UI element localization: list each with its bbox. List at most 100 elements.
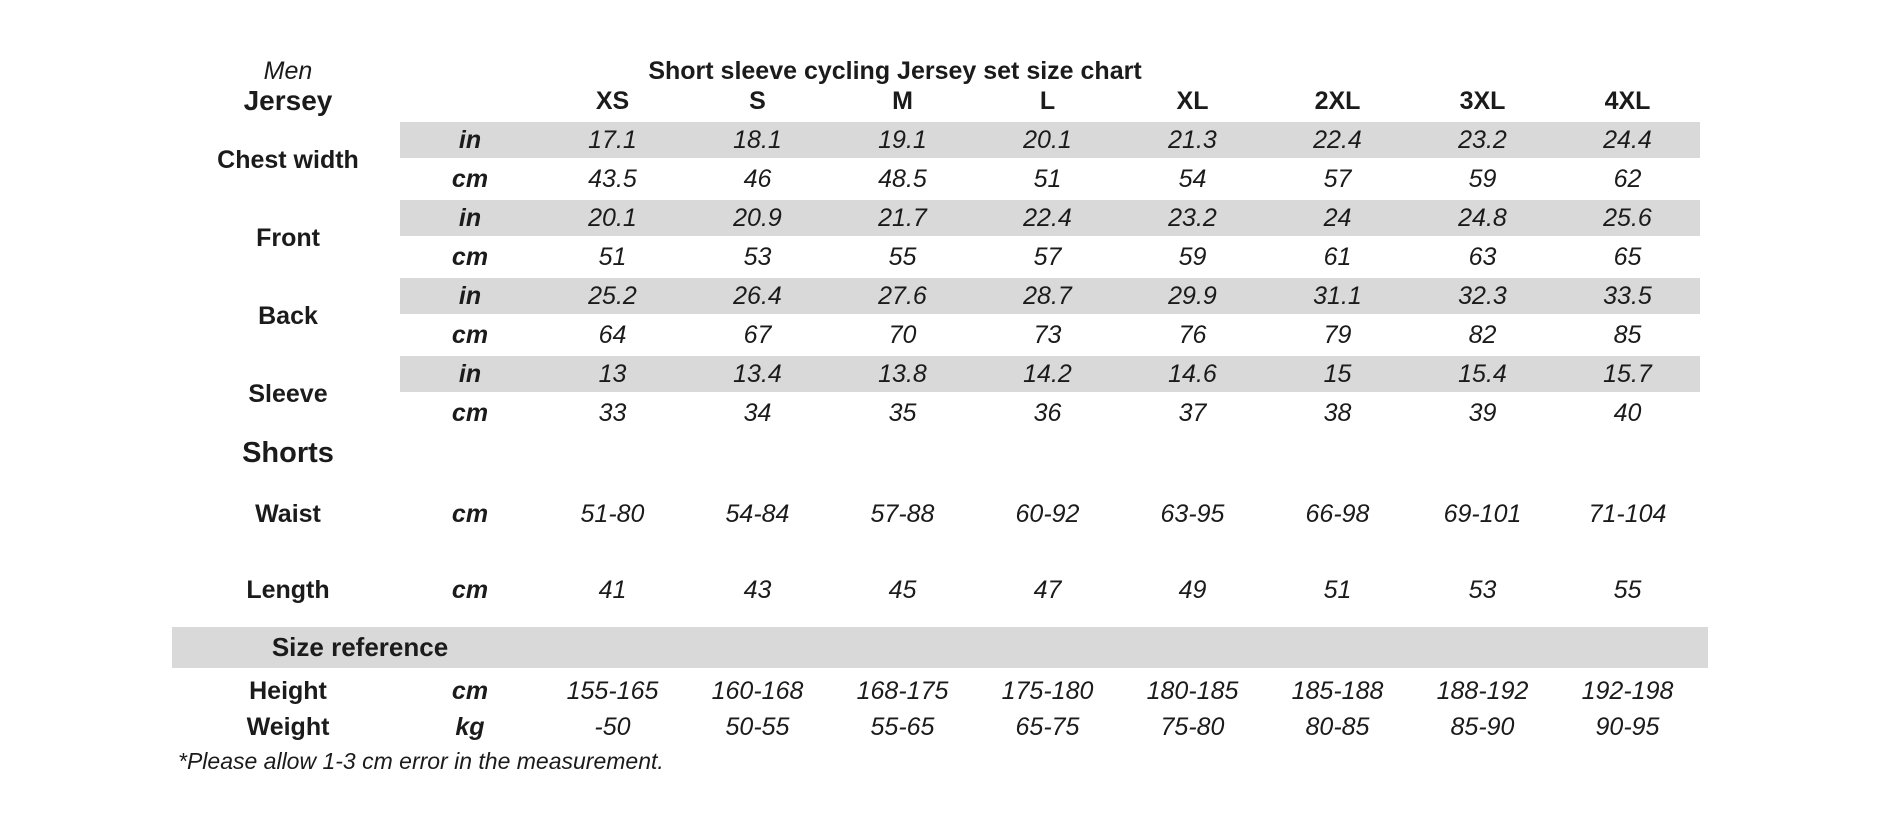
value-cell: 37 bbox=[1178, 399, 1207, 427]
table-row: in 25.2 26.4 27.6 28.7 29.9 31.1 32.3 33… bbox=[150, 277, 1700, 316]
value-cell: 24.8 bbox=[1458, 204, 1507, 232]
jersey-section-label: Jersey bbox=[243, 85, 333, 116]
value-cell: 51 bbox=[1033, 165, 1062, 193]
value-cell: 50-55 bbox=[725, 712, 790, 741]
value-cell: 185-188 bbox=[1291, 676, 1384, 705]
table-row: cm 51 53 55 57 59 61 63 65 bbox=[150, 238, 1700, 277]
value-cell: 90-95 bbox=[1595, 712, 1660, 741]
value-cell: 59 bbox=[1178, 243, 1207, 271]
value-cell: 155-165 bbox=[566, 676, 659, 705]
table-row-weight: Weight kg -50 50-55 55-65 65-75 75-80 80… bbox=[150, 708, 1700, 746]
value-cell: 85 bbox=[1613, 321, 1642, 349]
row-label: Waist bbox=[255, 499, 321, 528]
value-cell: 33.5 bbox=[1603, 282, 1652, 310]
value-cell: 53 bbox=[743, 243, 772, 271]
size-column-header: 2XL bbox=[1314, 86, 1361, 115]
value-cell: 43 bbox=[743, 575, 772, 604]
measure-label: Front bbox=[256, 223, 320, 252]
value-cell: 55 bbox=[1613, 575, 1642, 604]
row-label: Height bbox=[249, 676, 327, 705]
table-row-length: Length cm 41 43 45 47 49 51 53 55 bbox=[150, 571, 1700, 609]
row-label: Weight bbox=[246, 712, 330, 741]
unit-cell: cm bbox=[451, 499, 489, 528]
value-cell: 23.2 bbox=[1458, 126, 1507, 154]
value-cell: 71-104 bbox=[1588, 499, 1667, 528]
unit-cell: cm bbox=[451, 165, 489, 193]
unit-cell: cm bbox=[451, 676, 489, 705]
size-column-header: 3XL bbox=[1459, 86, 1506, 115]
size-reference-label: Size reference bbox=[271, 632, 449, 662]
value-cell: 15 bbox=[1323, 360, 1352, 388]
value-cell: 175-180 bbox=[1001, 676, 1094, 705]
value-cell: 66-98 bbox=[1305, 499, 1370, 528]
value-cell: 55-65 bbox=[870, 712, 935, 741]
value-cell: 45 bbox=[888, 575, 917, 604]
value-cell: 14.6 bbox=[1168, 360, 1217, 388]
value-cell: 59 bbox=[1468, 165, 1497, 193]
table-row: in 20.1 20.9 21.7 22.4 23.2 24 24.8 25.6 bbox=[150, 199, 1700, 238]
value-cell: 60-92 bbox=[1015, 499, 1080, 528]
footnote: *Please allow 1-3 cm error in the measur… bbox=[178, 748, 664, 774]
value-cell: 13.4 bbox=[733, 360, 782, 388]
value-cell: 63-95 bbox=[1160, 499, 1225, 528]
value-cell: 192-198 bbox=[1581, 676, 1674, 705]
measure-front: Front in 20.1 20.9 21.7 22.4 23.2 24 24.… bbox=[150, 199, 1700, 277]
value-cell: 61 bbox=[1323, 243, 1352, 271]
value-cell: 13 bbox=[598, 360, 627, 388]
value-cell: 67 bbox=[743, 321, 772, 349]
unit-cell: kg bbox=[455, 712, 485, 741]
size-column-header: L bbox=[1039, 86, 1056, 115]
value-cell: 85-90 bbox=[1450, 712, 1515, 741]
value-cell: 28.7 bbox=[1023, 282, 1072, 310]
value-cell: 26.4 bbox=[733, 282, 782, 310]
value-cell: 51 bbox=[598, 243, 627, 271]
value-cell: 65 bbox=[1613, 243, 1642, 271]
jersey-measurements: Chest width in 17.1 18.1 19.1 20.1 21.3 … bbox=[150, 121, 1700, 433]
measure-sleeve: Sleeve in 13 13.4 13.8 14.2 14.6 15 15.4… bbox=[150, 355, 1700, 433]
value-cell: 21.7 bbox=[878, 204, 927, 232]
table-row: in 17.1 18.1 19.1 20.1 21.3 22.4 23.2 24… bbox=[150, 121, 1700, 160]
table-row-height: Height cm 155-165 160-168 168-175 175-18… bbox=[150, 672, 1700, 710]
value-cell: 39 bbox=[1468, 399, 1497, 427]
value-cell: 82 bbox=[1468, 321, 1497, 349]
size-column-header: M bbox=[892, 86, 913, 115]
value-cell: 46 bbox=[743, 165, 772, 193]
value-cell: 38 bbox=[1323, 399, 1352, 427]
unit-cell: in bbox=[458, 282, 482, 310]
unit-cell: cm bbox=[451, 243, 489, 271]
value-cell: 160-168 bbox=[711, 676, 804, 705]
value-cell: 15.4 bbox=[1458, 360, 1507, 388]
value-cell: 57 bbox=[1323, 165, 1352, 193]
value-cell: 24.4 bbox=[1603, 126, 1652, 154]
row-label: Length bbox=[246, 575, 330, 604]
value-cell: 29.9 bbox=[1168, 282, 1217, 310]
shorts-section-label: Shorts bbox=[242, 436, 334, 469]
table-row: in 13 13.4 13.8 14.2 14.6 15 15.4 15.7 bbox=[150, 355, 1700, 394]
value-cell: 21.3 bbox=[1168, 126, 1217, 154]
table-row: cm 33 34 35 36 37 38 39 40 bbox=[150, 394, 1700, 433]
value-cell: 73 bbox=[1033, 321, 1062, 349]
value-cell: 13.8 bbox=[878, 360, 927, 388]
table-row: cm 64 67 70 73 76 79 82 85 bbox=[150, 316, 1700, 355]
measure-back: Back in 25.2 26.4 27.6 28.7 29.9 31.1 32… bbox=[150, 277, 1700, 355]
value-cell: 43.5 bbox=[588, 165, 637, 193]
value-cell: 20.1 bbox=[1023, 126, 1072, 154]
value-cell: 76 bbox=[1178, 321, 1207, 349]
value-cell: 49 bbox=[1178, 575, 1207, 604]
value-cell: 54-84 bbox=[725, 499, 790, 528]
value-cell: 36 bbox=[1033, 399, 1062, 427]
unit-cell: cm bbox=[451, 399, 489, 427]
value-cell: 20.9 bbox=[733, 204, 782, 232]
value-cell: 15.7 bbox=[1603, 360, 1652, 388]
value-cell: 57 bbox=[1033, 243, 1062, 271]
chart-title: Short sleeve cycling Jersey set size cha… bbox=[648, 56, 1142, 85]
value-cell: 19.1 bbox=[878, 126, 927, 154]
value-cell: 18.1 bbox=[733, 126, 782, 154]
value-cell: -50 bbox=[594, 712, 631, 741]
value-cell: 23.2 bbox=[1168, 204, 1217, 232]
value-cell: 24 bbox=[1323, 204, 1352, 232]
value-cell: 48.5 bbox=[878, 165, 927, 193]
unit-cell: in bbox=[458, 360, 482, 388]
value-cell: 64 bbox=[598, 321, 627, 349]
